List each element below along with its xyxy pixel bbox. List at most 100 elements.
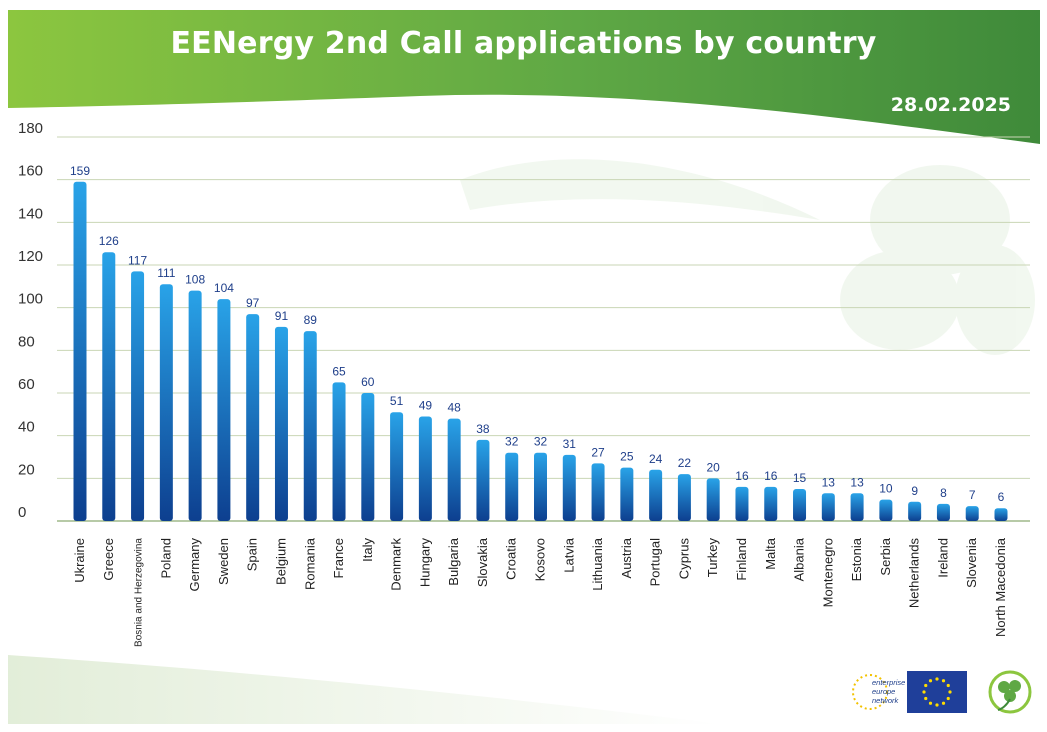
category-label: Greece [101,538,116,581]
bar-value-label: 20 [707,460,721,474]
bar-value-label: 7 [969,488,976,502]
category-label: Hungary [417,538,432,588]
bar [332,382,346,521]
eu-star [941,679,946,683]
category-label: Montenegro [820,538,835,607]
bar-value-label: 16 [735,469,749,483]
eu-star [922,690,926,694]
bar [821,493,835,521]
bar-value-label: 65 [332,364,346,378]
category-label: Lithuania [590,537,605,591]
bar [246,314,260,521]
y-tick-label: 40 [18,419,35,436]
y-tick-label: 0 [18,504,26,521]
bar [620,467,634,521]
eu-flag-icon [907,671,967,713]
bar-value-label: 91 [275,309,289,323]
eu-star [948,690,952,694]
bar-value-label: 89 [304,313,318,327]
category-label: Ukraine [72,538,87,583]
bar-value-label: 15 [793,471,807,485]
bar [131,271,145,521]
bar-value-label: 32 [534,435,548,449]
category-label: Belgium [273,538,288,585]
bar-value-label: 31 [563,437,577,451]
y-tick-label: 80 [18,333,35,350]
bar [649,469,663,521]
bar [994,508,1008,521]
bar [159,284,173,521]
bar [965,506,979,521]
een-logo-text-1: enterprise [872,678,905,687]
bar-value-label: 126 [99,234,119,248]
bar-value-label: 13 [850,475,864,489]
category-label: Malta [763,537,778,570]
eu-star [924,683,928,688]
bar-value-label: 97 [246,296,260,310]
eu-star [928,679,933,683]
bar [188,290,202,521]
bar-value-label: 10 [879,482,893,496]
bars [73,181,1008,522]
bar-value-label: 8 [940,486,947,500]
category-label: Finland [734,538,749,581]
category-label: Albania [792,537,807,581]
category-label: Poland [158,538,173,578]
category-label: Bulgaria [446,537,461,585]
bar [274,326,288,521]
bar-value-label: 49 [419,398,433,412]
bar-value-label: 13 [822,475,836,489]
category-label: Netherlands [907,538,922,609]
bar [447,418,461,521]
eu-star [946,683,950,688]
y-tick-label: 120 [18,248,43,265]
bar-value-label: 22 [678,456,692,470]
footer-logos: enterprise europe network [852,670,1032,714]
bar-value-label: 32 [505,435,519,449]
category-label: Sweden [216,538,231,585]
category-labels: Ukraine Greece Bosnia and Herzegovina Polan… [72,537,1008,647]
bar-value-label: 27 [591,445,605,459]
eu-star [935,703,939,707]
bar [390,412,404,521]
category-label: Turkey [705,538,720,578]
bar [73,181,87,522]
category-label: Slovakia [475,537,490,587]
category-label: Kosovo [533,538,548,581]
bar [706,478,720,521]
bar [850,493,864,521]
bar-value-label: 16 [764,469,778,483]
bar-value-label: 24 [649,452,663,466]
bar [908,501,922,521]
een-logo-text-3: network [872,696,900,705]
bar [764,486,778,521]
category-label: Spain [245,538,260,571]
bar [534,452,547,521]
bar [677,474,691,521]
een-logo-icon: enterprise europe network [852,674,905,710]
bar [879,499,893,521]
bar [936,503,950,521]
bar-value-label: 159 [70,164,90,178]
category-label: Serbia [878,537,893,575]
bar-value-label: 6 [998,490,1005,504]
category-label: Cyprus [676,538,691,580]
eu-star [946,696,950,701]
bar-value-label: 108 [185,273,205,287]
eu-star [928,701,933,705]
category-label: Portugal [648,538,663,587]
bar-value-label: 9 [911,484,918,498]
y-tick-label: 20 [18,461,35,478]
bar [562,454,576,521]
bar-value-label: 48 [447,401,461,415]
bar-value-label: 25 [620,450,634,464]
leaf-watermark [460,159,1035,355]
category-label: Romania [302,537,317,590]
bar-value-label: 51 [390,394,404,408]
y-tick-label: 60 [18,376,35,393]
y-tick-label: 160 [18,163,43,180]
category-label: Slovenia [964,537,979,588]
